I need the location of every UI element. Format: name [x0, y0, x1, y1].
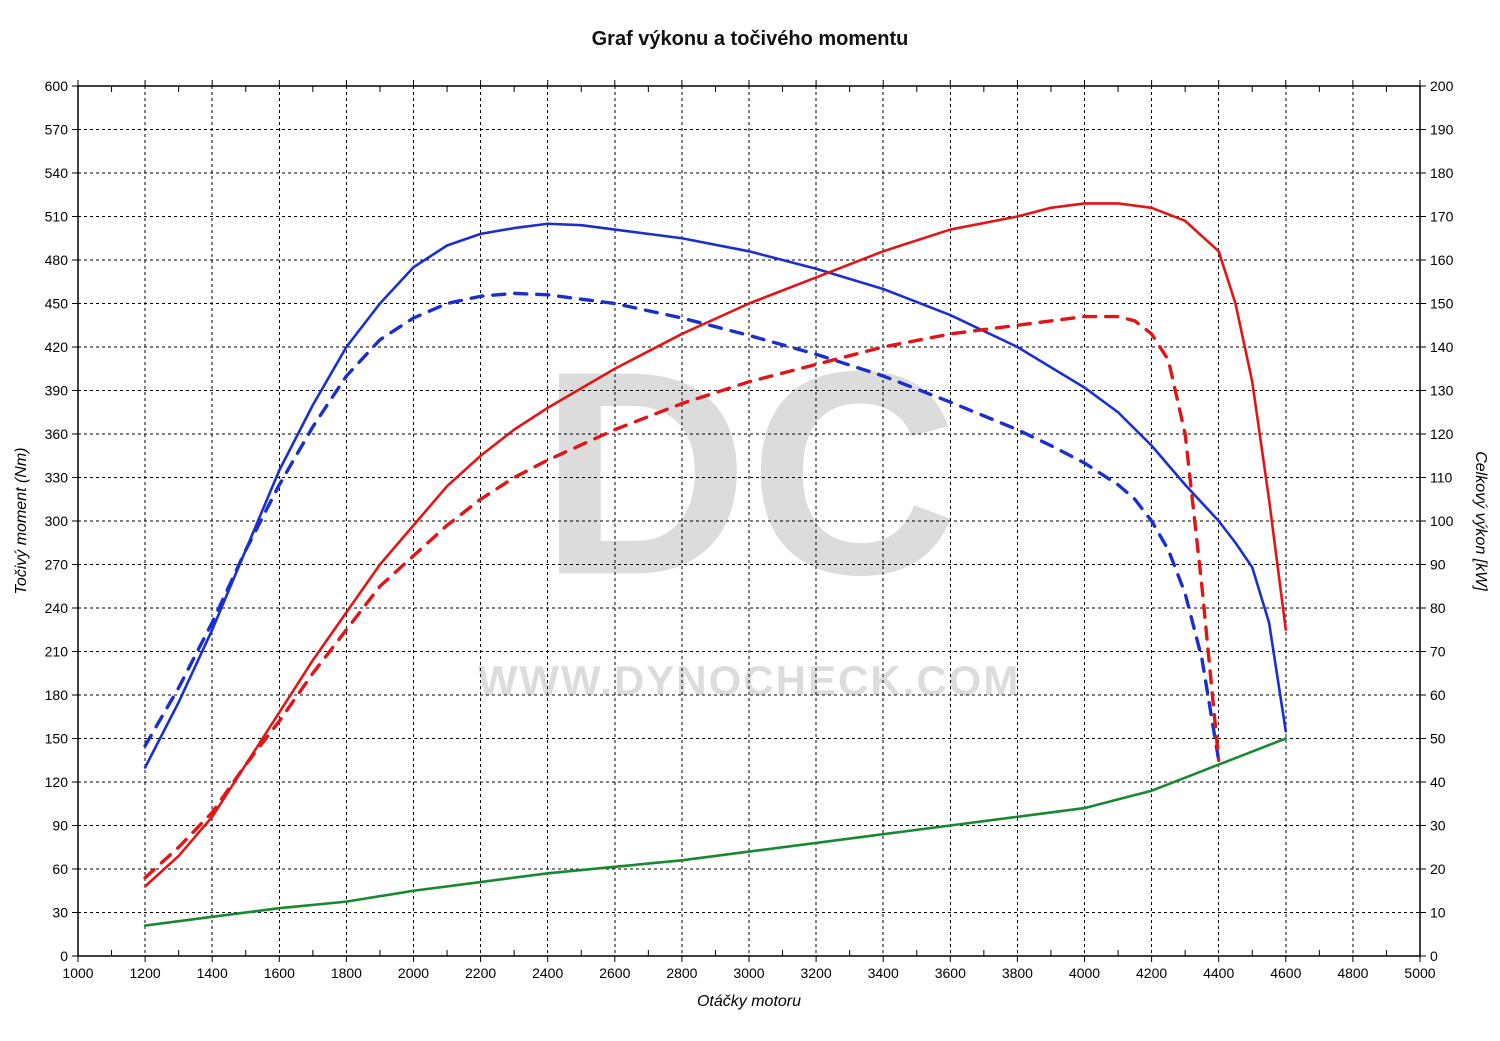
svg-text:420: 420 [45, 339, 69, 355]
svg-text:200: 200 [1430, 78, 1454, 94]
svg-text:540: 540 [45, 165, 69, 181]
svg-text:50: 50 [1430, 731, 1446, 747]
svg-text:1600: 1600 [264, 965, 295, 981]
svg-text:140: 140 [1430, 339, 1454, 355]
svg-text:180: 180 [45, 687, 69, 703]
svg-text:3000: 3000 [733, 965, 764, 981]
svg-text:20: 20 [1430, 861, 1446, 877]
svg-text:30: 30 [1430, 818, 1446, 834]
svg-text:130: 130 [1430, 383, 1454, 399]
svg-text:1400: 1400 [197, 965, 228, 981]
svg-text:1800: 1800 [331, 965, 362, 981]
dyno-chart: DCWWW.DYNOCHECK.COM100012001400160018002… [0, 0, 1500, 1041]
svg-text:100: 100 [1430, 513, 1454, 529]
svg-text:510: 510 [45, 209, 69, 225]
svg-text:2000: 2000 [398, 965, 429, 981]
svg-text:4000: 4000 [1069, 965, 1100, 981]
y-left-axis: 0 30 60 90 120 150 180 210 240 270 300 330 360 390 420… [45, 78, 78, 964]
svg-text:390: 390 [45, 383, 69, 399]
svg-text:2600: 2600 [599, 965, 630, 981]
svg-text:5000: 5000 [1404, 965, 1435, 981]
svg-text:70: 70 [1430, 644, 1446, 660]
svg-text:120: 120 [1430, 426, 1454, 442]
svg-text:4600: 4600 [1270, 965, 1301, 981]
svg-text:170: 170 [1430, 209, 1454, 225]
svg-text:3200: 3200 [801, 965, 832, 981]
series-loss_power [145, 739, 1286, 926]
svg-text:40: 40 [1430, 774, 1446, 790]
svg-text:240: 240 [45, 600, 69, 616]
svg-text:90: 90 [1430, 557, 1446, 573]
svg-text:270: 270 [45, 557, 69, 573]
svg-text:360: 360 [45, 426, 69, 442]
chart-title: Graf výkonu a točivého momentu [0, 28, 1500, 51]
svg-text:1200: 1200 [130, 965, 161, 981]
svg-text:3600: 3600 [935, 965, 966, 981]
svg-text:60: 60 [52, 861, 68, 877]
svg-text:150: 150 [45, 731, 69, 747]
svg-text:10: 10 [1430, 905, 1446, 921]
svg-text:4400: 4400 [1203, 965, 1234, 981]
svg-text:110: 110 [1430, 470, 1453, 486]
svg-text:0: 0 [1430, 948, 1438, 964]
svg-text:1000: 1000 [62, 965, 93, 981]
x-axis-label: Otáčky motoru [697, 993, 801, 1010]
svg-text:450: 450 [45, 296, 69, 312]
svg-text:300: 300 [45, 513, 69, 529]
svg-text:480: 480 [45, 252, 69, 268]
svg-text:210: 210 [45, 644, 69, 660]
y-right-axis: 0 10 20 30 40 50 60 70 80 90 100 110 120 130 140 150 160… [1420, 78, 1454, 964]
svg-text:150: 150 [1430, 296, 1454, 312]
svg-text:2800: 2800 [666, 965, 697, 981]
svg-text:2200: 2200 [465, 965, 496, 981]
svg-text:0: 0 [60, 948, 68, 964]
svg-text:180: 180 [1430, 165, 1454, 181]
svg-text:80: 80 [1430, 600, 1446, 616]
svg-text:90: 90 [52, 818, 68, 834]
svg-text:190: 190 [1430, 122, 1454, 138]
svg-text:600: 600 [45, 78, 69, 94]
svg-text:330: 330 [45, 470, 69, 486]
y-right-label: Celkový výkon [kW] [1472, 451, 1489, 591]
svg-text:120: 120 [45, 774, 69, 790]
svg-text:2400: 2400 [532, 965, 563, 981]
y-left-label: Točivý moment (Nm) [13, 448, 30, 595]
svg-text:4200: 4200 [1136, 965, 1167, 981]
svg-text:4800: 4800 [1337, 965, 1368, 981]
svg-text:30: 30 [52, 905, 68, 921]
svg-text:3800: 3800 [1002, 965, 1033, 981]
svg-text:60: 60 [1430, 687, 1446, 703]
svg-text:570: 570 [45, 122, 69, 138]
svg-text:3400: 3400 [868, 965, 899, 981]
svg-text:160: 160 [1430, 252, 1454, 268]
